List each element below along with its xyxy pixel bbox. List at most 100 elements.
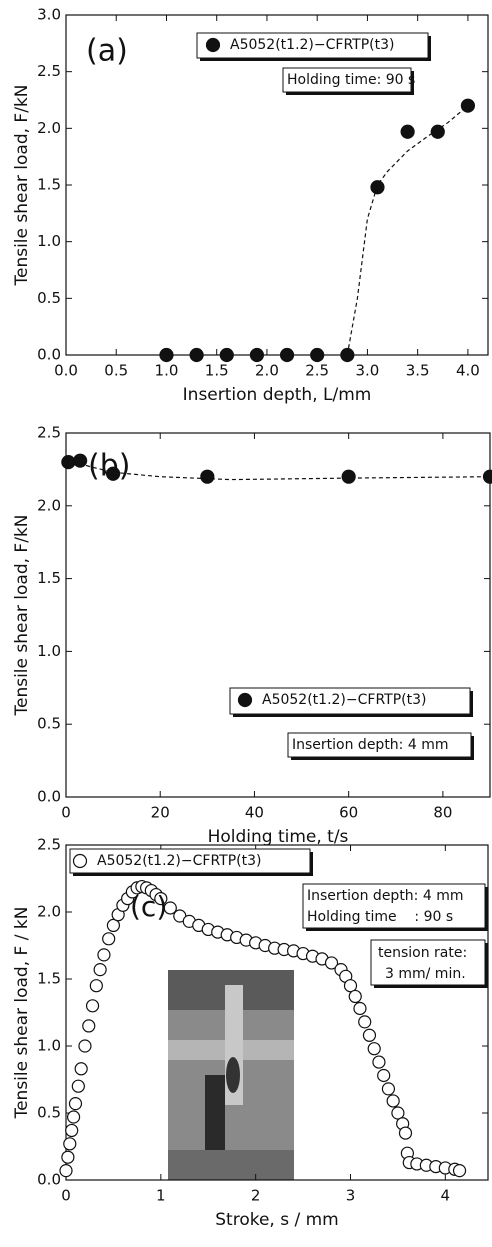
panel-label: (b) — [88, 449, 130, 484]
data-point — [94, 964, 106, 976]
y-tick-label: 1.0 — [37, 642, 61, 660]
data-point — [87, 1000, 99, 1012]
x-tick-label: 1.0 — [155, 362, 179, 380]
legend-label: A5052(t1.2)−CFRTP(t3) — [230, 37, 394, 53]
x-tick-label: 3.5 — [406, 362, 430, 380]
data-point — [66, 1124, 78, 1136]
data-point — [373, 1056, 385, 1068]
x-tick-label: 2.0 — [255, 362, 279, 380]
data-point — [354, 1002, 366, 1014]
y-tick-label: 0.5 — [37, 1104, 61, 1122]
legend-label: A5052(t1.2)−CFRTP(t3) — [97, 853, 261, 869]
x-tick-label: 80 — [433, 804, 452, 822]
data-point — [281, 349, 294, 362]
y-tick-label: 2.5 — [37, 424, 61, 442]
data-point — [371, 181, 384, 194]
data-point — [349, 990, 361, 1002]
data-point — [250, 349, 263, 362]
legend-label: A5052(t1.2)−CFRTP(t3) — [262, 692, 426, 708]
data-point — [60, 1165, 72, 1177]
y-tick-label: 0.5 — [37, 289, 61, 307]
y-axis-label: Tensile shear load, F/kN — [12, 84, 32, 286]
fit-line — [347, 106, 468, 355]
y-tick-label: 2.0 — [37, 903, 61, 921]
x-axis-label: Insertion depth, L/mm — [183, 385, 372, 405]
data-point — [342, 470, 355, 483]
panel-label: (c) — [130, 890, 167, 923]
data-point — [74, 454, 87, 467]
data-point — [69, 1098, 81, 1110]
data-point — [382, 1083, 394, 1095]
data-point — [201, 470, 214, 483]
y-tick-label: 2.5 — [37, 836, 61, 854]
x-tick-label: 4 — [441, 1187, 451, 1205]
y-tick-label: 0.0 — [37, 1171, 61, 1189]
x-axis-label: Stroke, s / mm — [215, 1210, 339, 1230]
x-tick-label: 3 — [346, 1187, 356, 1205]
data-point — [72, 1080, 84, 1092]
x-tick-label: 3.0 — [355, 362, 379, 380]
plot-frame — [66, 15, 488, 355]
y-tick-label: 1.5 — [37, 569, 61, 587]
y-tick-label: 3.0 — [37, 6, 61, 24]
data-point — [190, 349, 203, 362]
x-tick-label: 2.5 — [305, 362, 329, 380]
data-point — [68, 1111, 80, 1123]
data-point — [399, 1127, 411, 1139]
data-point — [62, 1151, 74, 1163]
y-tick-label: 1.5 — [37, 970, 61, 988]
annotation: tension rate: — [378, 945, 467, 961]
x-tick-label: 20 — [151, 804, 170, 822]
data-point — [103, 933, 115, 945]
y-tick-label: 0.0 — [37, 788, 61, 806]
inset-photo — [168, 970, 294, 1180]
chart-panel: 0.0 0.5 1.0 1.5 2.0 2.5 3.0 3.5 4.0 0.0 0.5 1.0 1.5 2… — [12, 6, 488, 406]
data-point — [311, 349, 324, 362]
y-axis-label: Tensile shear load, F / kN — [12, 907, 32, 1120]
x-tick-label: 0 — [61, 804, 71, 822]
legend-marker — [207, 39, 220, 52]
panel-label: (a) — [86, 34, 128, 69]
data-point — [160, 349, 173, 362]
annotation: 3 mm/ min. — [385, 966, 466, 982]
data-point — [220, 349, 233, 362]
y-tick-label: 2.5 — [37, 62, 61, 80]
data-point — [401, 125, 414, 138]
x-tick-label: 1 — [156, 1187, 166, 1205]
y-tick-label: 1.0 — [37, 1037, 61, 1055]
y-tick-label: 0.0 — [37, 346, 61, 364]
data-point — [431, 125, 444, 138]
data-point — [75, 1063, 87, 1075]
data-point — [79, 1040, 91, 1052]
y-tick-label: 1.5 — [37, 176, 61, 194]
x-tick-label: 60 — [339, 804, 358, 822]
data-point — [368, 1043, 380, 1055]
x-tick-label: 2 — [251, 1187, 261, 1205]
x-tick-label: 0.5 — [104, 362, 128, 380]
y-tick-label: 2.0 — [37, 496, 61, 514]
y-tick-label: 0.5 — [37, 715, 61, 733]
data-point — [83, 1020, 95, 1032]
data-point — [454, 1165, 466, 1177]
x-tick-label: 4.0 — [456, 362, 480, 380]
y-tick-label: 2.0 — [37, 119, 61, 137]
data-point — [64, 1138, 76, 1150]
annotation: Holding time : 90 s — [307, 909, 453, 925]
x-tick-label: 0.0 — [54, 362, 78, 380]
x-axis-label: Holding time, t/s — [208, 827, 349, 847]
y-tick-label: 1.0 — [37, 232, 61, 250]
data-point — [62, 456, 75, 469]
chart-panel: 0 20 40 60 80 0.0 0.5 1.0 1.5 2.0 2.5 Holding time,… — [12, 424, 492, 848]
x-tick-label: 1.5 — [205, 362, 229, 380]
data-point — [98, 949, 110, 961]
annotation: Insertion depth: 4 mm — [292, 737, 448, 753]
x-tick-label: 40 — [245, 804, 264, 822]
data-point — [387, 1095, 399, 1107]
data-point — [90, 980, 102, 992]
data-point — [378, 1069, 390, 1081]
x-tick-label: 0 — [61, 1187, 71, 1205]
y-axis-label: Tensile shear load, F/kN — [12, 514, 32, 716]
data-point — [359, 1016, 371, 1028]
data-point — [363, 1029, 375, 1041]
